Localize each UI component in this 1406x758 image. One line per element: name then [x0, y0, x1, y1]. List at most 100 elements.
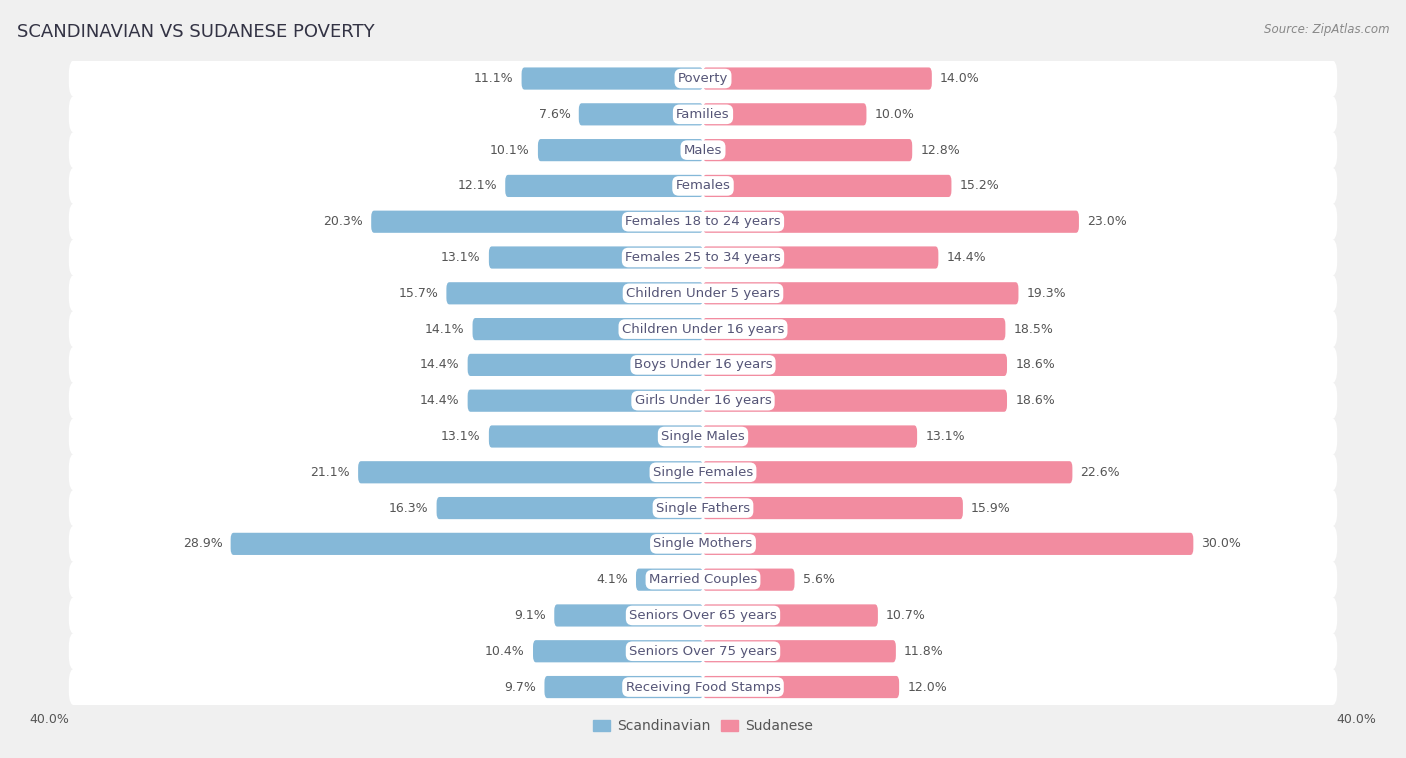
FancyBboxPatch shape: [636, 568, 703, 590]
Text: 22.6%: 22.6%: [1081, 465, 1121, 479]
FancyBboxPatch shape: [703, 533, 1194, 555]
Text: 12.0%: 12.0%: [907, 681, 948, 694]
Text: 18.6%: 18.6%: [1015, 359, 1054, 371]
Text: Families: Families: [676, 108, 730, 121]
Text: 12.1%: 12.1%: [457, 180, 498, 193]
Text: 30.0%: 30.0%: [1202, 537, 1241, 550]
FancyBboxPatch shape: [703, 103, 866, 125]
Text: 15.2%: 15.2%: [960, 180, 1000, 193]
Text: 28.9%: 28.9%: [183, 537, 222, 550]
FancyBboxPatch shape: [69, 597, 1337, 634]
FancyBboxPatch shape: [69, 561, 1337, 599]
Text: Females 25 to 34 years: Females 25 to 34 years: [626, 251, 780, 264]
FancyBboxPatch shape: [703, 175, 952, 197]
FancyBboxPatch shape: [703, 318, 1005, 340]
Text: 14.4%: 14.4%: [420, 394, 460, 407]
Text: 10.1%: 10.1%: [491, 143, 530, 157]
Text: Single Fathers: Single Fathers: [657, 502, 749, 515]
Text: 10.4%: 10.4%: [485, 645, 524, 658]
FancyBboxPatch shape: [703, 641, 896, 662]
FancyBboxPatch shape: [69, 203, 1337, 240]
FancyBboxPatch shape: [468, 390, 703, 412]
FancyBboxPatch shape: [703, 67, 932, 89]
FancyBboxPatch shape: [69, 131, 1337, 169]
Text: 15.9%: 15.9%: [972, 502, 1011, 515]
Text: 9.1%: 9.1%: [515, 609, 546, 622]
FancyBboxPatch shape: [69, 60, 1337, 97]
Text: Single Females: Single Females: [652, 465, 754, 479]
Text: 10.0%: 10.0%: [875, 108, 914, 121]
FancyBboxPatch shape: [703, 139, 912, 161]
Text: 13.1%: 13.1%: [441, 430, 481, 443]
FancyBboxPatch shape: [69, 346, 1337, 384]
FancyBboxPatch shape: [703, 246, 938, 268]
Text: Seniors Over 75 years: Seniors Over 75 years: [628, 645, 778, 658]
Text: Source: ZipAtlas.com: Source: ZipAtlas.com: [1264, 23, 1389, 36]
Text: Children Under 5 years: Children Under 5 years: [626, 287, 780, 300]
FancyBboxPatch shape: [359, 461, 703, 484]
FancyBboxPatch shape: [69, 669, 1337, 706]
FancyBboxPatch shape: [544, 676, 703, 698]
FancyBboxPatch shape: [703, 568, 794, 590]
FancyBboxPatch shape: [505, 175, 703, 197]
FancyBboxPatch shape: [231, 533, 703, 555]
FancyBboxPatch shape: [69, 167, 1337, 205]
FancyBboxPatch shape: [69, 525, 1337, 562]
Text: 7.6%: 7.6%: [538, 108, 571, 121]
Text: Single Males: Single Males: [661, 430, 745, 443]
Text: Poverty: Poverty: [678, 72, 728, 85]
Text: 18.6%: 18.6%: [1015, 394, 1054, 407]
Text: 14.4%: 14.4%: [420, 359, 460, 371]
Text: 12.8%: 12.8%: [921, 143, 960, 157]
FancyBboxPatch shape: [69, 274, 1337, 312]
FancyBboxPatch shape: [554, 604, 703, 627]
FancyBboxPatch shape: [533, 641, 703, 662]
Text: Boys Under 16 years: Boys Under 16 years: [634, 359, 772, 371]
FancyBboxPatch shape: [489, 425, 703, 447]
Text: SCANDINAVIAN VS SUDANESE POVERTY: SCANDINAVIAN VS SUDANESE POVERTY: [17, 23, 374, 41]
FancyBboxPatch shape: [69, 382, 1337, 419]
FancyBboxPatch shape: [69, 96, 1337, 133]
FancyBboxPatch shape: [69, 418, 1337, 456]
Text: Children Under 16 years: Children Under 16 years: [621, 323, 785, 336]
Text: 21.1%: 21.1%: [311, 465, 350, 479]
Text: 14.0%: 14.0%: [941, 72, 980, 85]
FancyBboxPatch shape: [69, 239, 1337, 277]
Text: 23.0%: 23.0%: [1087, 215, 1126, 228]
Text: Seniors Over 65 years: Seniors Over 65 years: [628, 609, 778, 622]
FancyBboxPatch shape: [69, 489, 1337, 527]
Text: Females 18 to 24 years: Females 18 to 24 years: [626, 215, 780, 228]
Text: 13.1%: 13.1%: [925, 430, 965, 443]
FancyBboxPatch shape: [69, 453, 1337, 491]
FancyBboxPatch shape: [538, 139, 703, 161]
FancyBboxPatch shape: [703, 497, 963, 519]
Text: 5.6%: 5.6%: [803, 573, 835, 586]
Text: Receiving Food Stamps: Receiving Food Stamps: [626, 681, 780, 694]
Legend: Scandinavian, Sudanese: Scandinavian, Sudanese: [593, 719, 813, 734]
Text: 18.5%: 18.5%: [1014, 323, 1053, 336]
Text: 11.8%: 11.8%: [904, 645, 943, 658]
Text: 20.3%: 20.3%: [323, 215, 363, 228]
Text: 14.1%: 14.1%: [425, 323, 464, 336]
Text: 10.7%: 10.7%: [886, 609, 927, 622]
FancyBboxPatch shape: [69, 310, 1337, 348]
Text: 16.3%: 16.3%: [389, 502, 429, 515]
FancyBboxPatch shape: [437, 497, 703, 519]
FancyBboxPatch shape: [703, 390, 1007, 412]
FancyBboxPatch shape: [703, 604, 877, 627]
FancyBboxPatch shape: [69, 632, 1337, 670]
Text: 13.1%: 13.1%: [441, 251, 481, 264]
FancyBboxPatch shape: [446, 282, 703, 305]
Text: Girls Under 16 years: Girls Under 16 years: [634, 394, 772, 407]
FancyBboxPatch shape: [371, 211, 703, 233]
Text: 4.1%: 4.1%: [596, 573, 628, 586]
Text: Single Mothers: Single Mothers: [654, 537, 752, 550]
Text: 15.7%: 15.7%: [398, 287, 439, 300]
FancyBboxPatch shape: [579, 103, 703, 125]
Text: 14.4%: 14.4%: [946, 251, 986, 264]
FancyBboxPatch shape: [522, 67, 703, 89]
FancyBboxPatch shape: [703, 461, 1073, 484]
FancyBboxPatch shape: [703, 354, 1007, 376]
FancyBboxPatch shape: [489, 246, 703, 268]
Text: 19.3%: 19.3%: [1026, 287, 1066, 300]
